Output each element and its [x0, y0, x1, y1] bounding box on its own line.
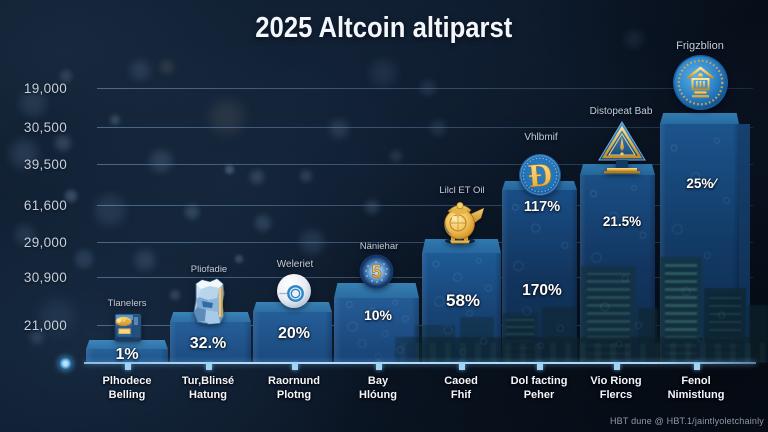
svg-text:5: 5	[371, 262, 381, 282]
svg-text:Đ: Đ	[527, 157, 554, 195]
